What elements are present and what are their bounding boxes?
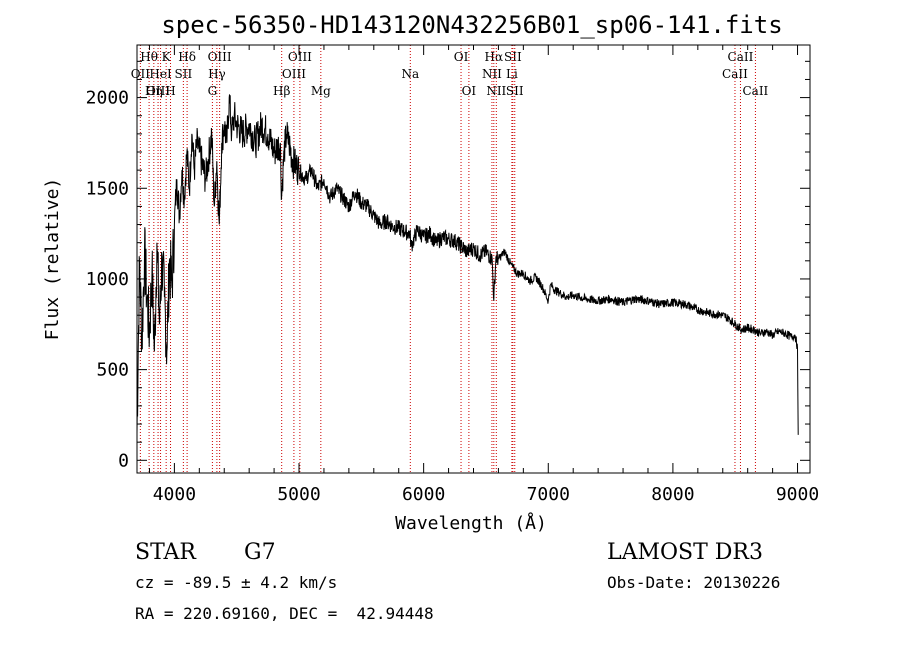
chart-title: spec-56350-HD143120N432256B01_sp06-141.f… [161, 11, 782, 39]
line-marker-label-23: Li [506, 67, 518, 81]
line-marker-label-6: SII [175, 67, 193, 81]
axis-ticks: 4000 5000 6000 7000 8000 9000 0 500 1000 1500 2000 [86, 45, 819, 505]
line-marker-label-21: NII [486, 84, 506, 98]
line-marker-label-10: Hγ [208, 67, 226, 81]
line-marker-label-8: Hδ [178, 50, 196, 64]
spectrum-line [136, 94, 799, 435]
line-marker-label-9: OIII [208, 50, 232, 64]
spectrum-layer [136, 94, 799, 435]
y-tick-label-0: 0 [118, 450, 129, 471]
y-tick-label-1500: 1500 [86, 178, 129, 199]
line-marker-label-11: G [208, 84, 218, 98]
subclass: G7 [244, 540, 276, 565]
x-tick-label-6000: 6000 [402, 484, 445, 505]
line-marker-label-24: SII [506, 84, 524, 98]
line-marker-label-5: Hη [145, 84, 163, 98]
x-axis-label: Wavelength (Å) [395, 512, 547, 534]
x-tick-label-9000: 9000 [776, 484, 819, 505]
x-tick-label-8000: 8000 [651, 484, 694, 505]
line-marker-label-14: OIII [282, 67, 306, 81]
line-marker-label-3: K [162, 50, 172, 64]
coordinates: RA = 220.69160, DEC = 42.94448 [135, 604, 434, 623]
y-axis-label: Flux (relative) [42, 178, 63, 341]
line-marker-label-17: OI [454, 50, 469, 64]
survey-name: LAMOST DR3 [607, 540, 763, 565]
y-tick-label-2000: 2000 [86, 88, 129, 109]
axes [136, 44, 811, 474]
line-marker-label-1: OII [131, 67, 151, 81]
line-marker-label-18: OI [462, 84, 477, 98]
plot-frame [136, 44, 811, 474]
line-marker-label-22: SII [504, 50, 522, 64]
line-marker-label-12: Hβ [273, 84, 290, 98]
y-tick-label-500: 500 [96, 360, 129, 381]
line-marker-label-20: NII [482, 67, 502, 81]
line-marker-label-19: Hα [485, 50, 504, 64]
line-marker-label-27: CaII [742, 84, 768, 98]
line-marker-label-4: HeI [149, 67, 172, 81]
line-marker-label-25: CaII [728, 50, 754, 64]
y-tick-label-1000: 1000 [86, 269, 129, 290]
line-marker-label-16: Na [401, 67, 419, 81]
obs-date: Obs-Date: 20130226 [607, 573, 780, 592]
x-tick-label-4000: 4000 [153, 484, 196, 505]
x-tick-label-5000: 5000 [277, 484, 320, 505]
line-marker-label-26: CaII [722, 67, 748, 81]
line-marker-label-0: Hθ [140, 50, 158, 64]
line-marker-label-13: OIII [288, 50, 312, 64]
line-marker-label-2: OIII [146, 84, 170, 98]
line-marker-label-15: Mg [311, 84, 331, 98]
object-class: STAR [135, 540, 197, 565]
line-marker-label-7: H [165, 84, 175, 98]
redshift-line: cz = -89.5 ± 4.2 km/s [135, 573, 337, 592]
x-tick-label-7000: 7000 [527, 484, 570, 505]
